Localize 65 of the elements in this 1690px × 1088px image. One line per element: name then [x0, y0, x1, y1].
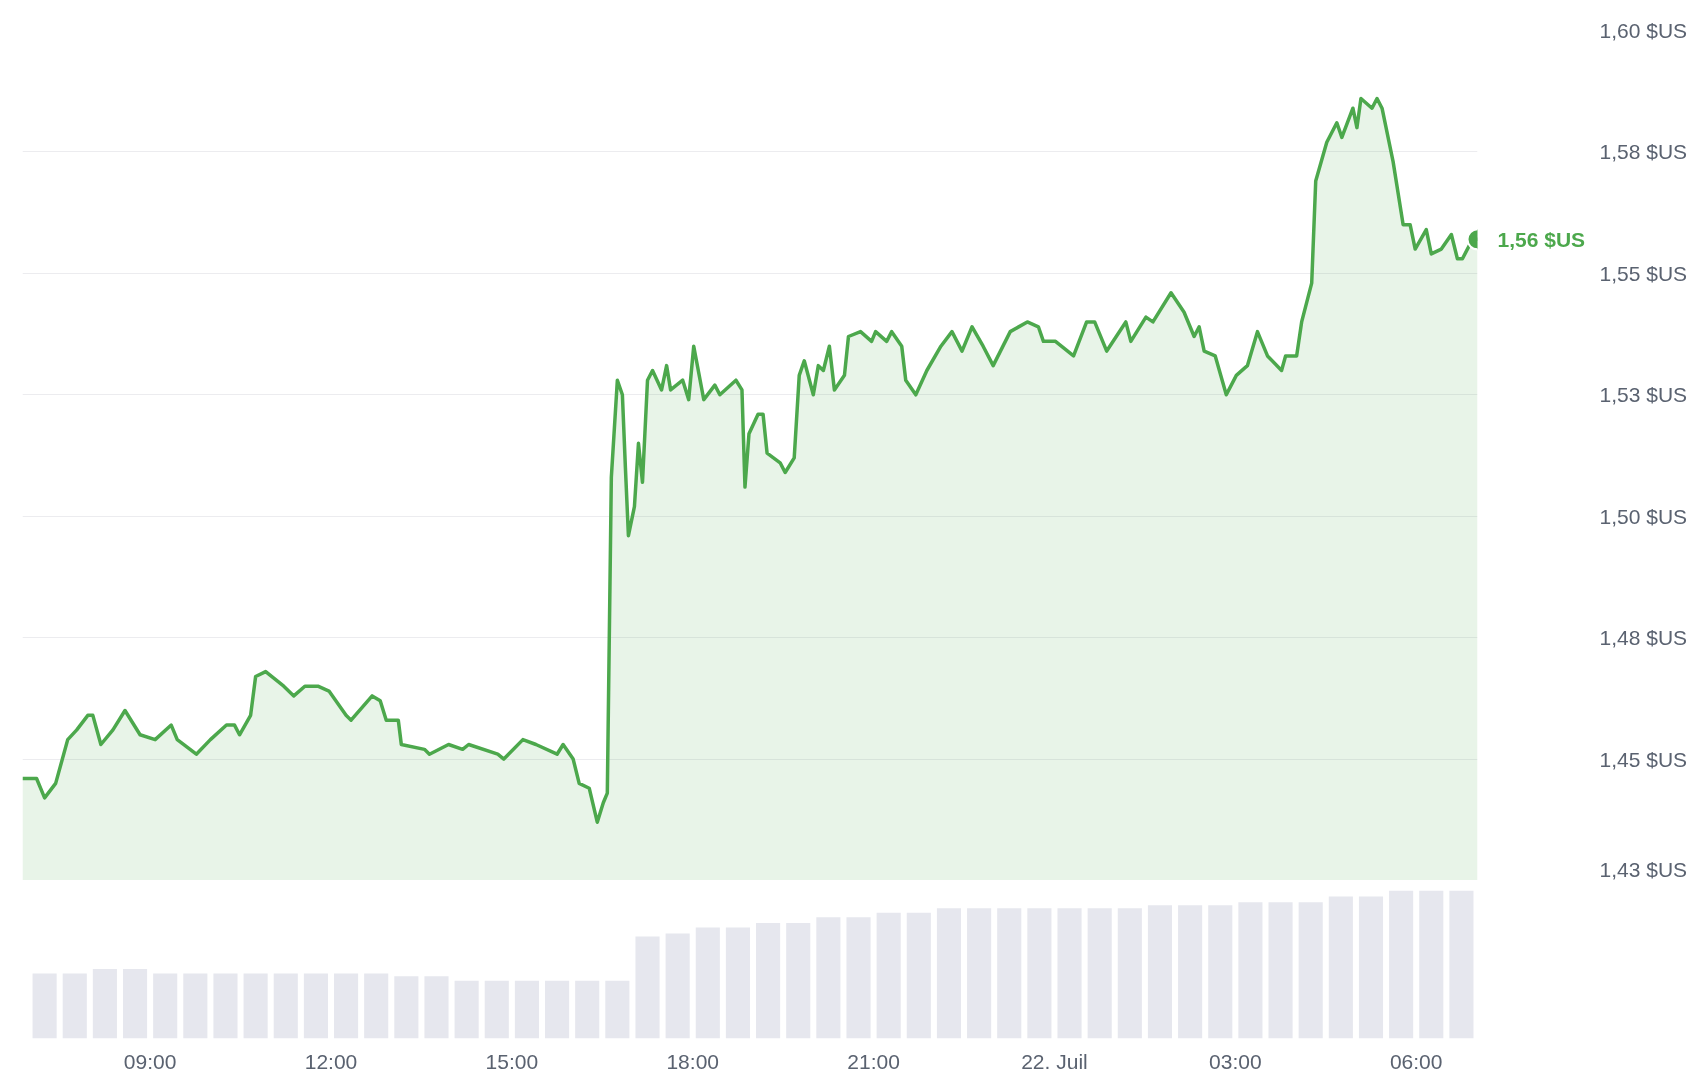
- bar: [484, 980, 509, 1039]
- bar: [334, 973, 359, 1039]
- bar: [1449, 890, 1474, 1039]
- bar: [1147, 905, 1173, 1039]
- bar: [846, 917, 871, 1039]
- y-tick-label: 1,48 $US: [1599, 626, 1688, 650]
- bar: [876, 912, 901, 1039]
- bar: [997, 908, 1022, 1039]
- x-tick-label: 15:00: [485, 1049, 539, 1073]
- y-tick-label: 1,50 $US: [1599, 504, 1688, 528]
- bar: [936, 908, 962, 1039]
- bar: [575, 980, 600, 1039]
- bar: [1389, 890, 1414, 1039]
- bar: [605, 980, 630, 1039]
- x-tick-label: 06:00: [1389, 1049, 1443, 1073]
- x-tick-label: 22. Juil: [1021, 1049, 1088, 1073]
- bar: [906, 912, 931, 1039]
- bar: [635, 936, 660, 1039]
- bar: [394, 976, 419, 1039]
- y-tick-label: 1,55 $US: [1599, 261, 1688, 285]
- bar: [1057, 908, 1082, 1039]
- bar: [1208, 905, 1233, 1039]
- bar: [1117, 908, 1142, 1039]
- annotation: 1,56 $US: [1497, 227, 1586, 251]
- bar: [92, 968, 117, 1039]
- bar: [1268, 902, 1293, 1039]
- bar: [213, 973, 238, 1039]
- bar: [1328, 896, 1353, 1039]
- bar: [786, 923, 811, 1039]
- bar: [1027, 908, 1052, 1039]
- bar: [695, 927, 720, 1039]
- bar: [1087, 908, 1112, 1039]
- bar: [122, 968, 148, 1039]
- bar: [364, 973, 389, 1039]
- bar: [153, 973, 178, 1039]
- y-tick-label: 1,60 $US: [1599, 19, 1688, 42]
- bar: [967, 908, 992, 1039]
- bar: [32, 973, 57, 1039]
- bar: [303, 973, 328, 1039]
- y-tick-label: 1,53 $US: [1599, 383, 1688, 407]
- bar: [273, 973, 298, 1039]
- bar: [514, 980, 539, 1039]
- x-tick-label: 09:00: [123, 1049, 177, 1073]
- bar: [756, 923, 781, 1039]
- bar: [545, 980, 570, 1039]
- bar: [454, 980, 479, 1039]
- x-tick-label: 03:00: [1209, 1049, 1262, 1073]
- y-tick-label: 1,45 $US: [1599, 747, 1688, 771]
- y-tick-label: 1,58 $US: [1599, 140, 1688, 164]
- bar: [1419, 890, 1444, 1039]
- bar: [183, 973, 208, 1039]
- bar: [816, 917, 841, 1039]
- bar: [1358, 896, 1384, 1039]
- bar: [1178, 905, 1203, 1039]
- y-tick-label: 1,43 $US: [1599, 857, 1688, 881]
- x-tick-label: 18:00: [666, 1049, 720, 1073]
- bar: [62, 973, 87, 1039]
- bar: [424, 976, 449, 1039]
- x-tick-label: 12:00: [304, 1049, 358, 1073]
- bar: [1298, 902, 1323, 1039]
- bar: [725, 927, 750, 1039]
- bar: [665, 933, 690, 1039]
- bar: [1238, 902, 1263, 1039]
- bar: [243, 973, 268, 1039]
- x-tick-label: 21:00: [847, 1049, 900, 1073]
